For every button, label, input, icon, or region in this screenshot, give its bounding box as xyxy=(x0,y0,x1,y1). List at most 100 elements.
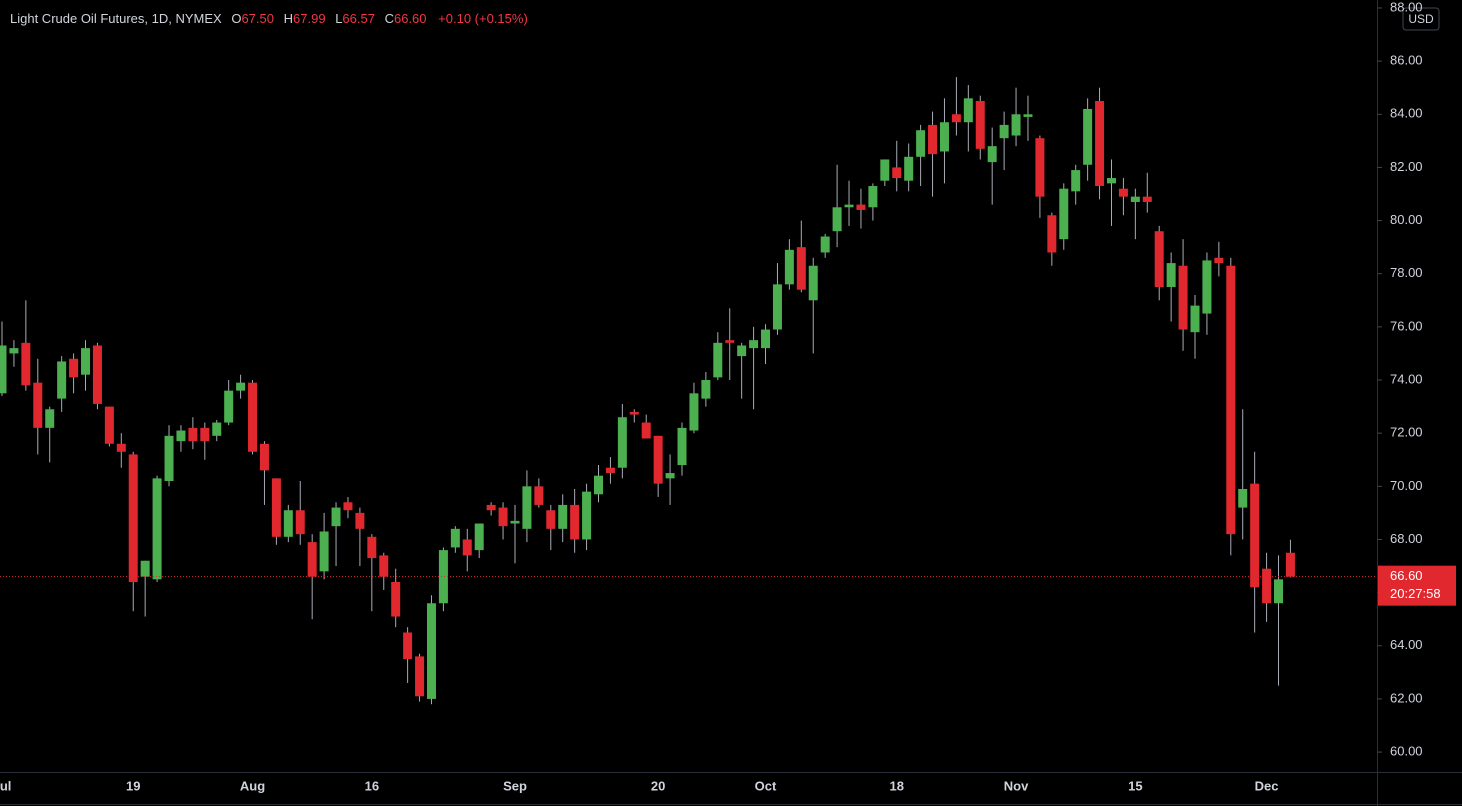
candle-body xyxy=(379,555,389,577)
candle-body xyxy=(1106,178,1116,184)
symbol-title: Light Crude Oil Futures, 1D, NYMEX xyxy=(10,11,222,26)
candle-body xyxy=(1262,568,1272,604)
candle-body xyxy=(1059,188,1069,240)
candle-body xyxy=(343,502,353,511)
candle-body xyxy=(534,486,544,505)
countdown: 20:27:58 xyxy=(1390,586,1441,601)
x-tick-label: Jul xyxy=(0,778,11,793)
candle-body xyxy=(57,361,67,399)
candle-body xyxy=(1023,114,1033,117)
candle-body xyxy=(474,523,484,551)
candle-body xyxy=(176,430,186,442)
y-tick-label: 82.00 xyxy=(1390,159,1423,174)
candle-body xyxy=(295,510,305,535)
candle-body xyxy=(212,422,222,436)
y-tick-label: 68.00 xyxy=(1390,531,1423,546)
candle-body xyxy=(689,393,699,431)
candle-body xyxy=(808,265,818,301)
candle-body xyxy=(617,417,627,468)
candle-body xyxy=(81,348,91,375)
candle-body xyxy=(1011,114,1021,136)
candle-body xyxy=(391,581,401,617)
candle-body xyxy=(832,207,842,232)
candle-body xyxy=(820,236,830,253)
candle-body xyxy=(558,504,568,529)
candle-body xyxy=(271,478,281,537)
candle-body xyxy=(403,632,413,660)
candle-body xyxy=(951,114,961,123)
candle-body xyxy=(641,422,651,439)
open-key: O xyxy=(231,11,242,26)
y-tick-label: 78.00 xyxy=(1390,265,1423,280)
y-tick-label: 76.00 xyxy=(1390,318,1423,333)
candle-body xyxy=(355,512,365,529)
candle-body xyxy=(737,345,747,357)
x-tick-label: 16 xyxy=(365,778,379,793)
low-value: 66.57 xyxy=(342,11,375,26)
legend: Light Crude Oil Futures, 1D, NYMEX O67.5… xyxy=(10,11,528,26)
high-value: 67.99 xyxy=(293,11,326,26)
candle-body xyxy=(331,507,341,527)
x-tick-label: Oct xyxy=(755,778,777,793)
candle-body xyxy=(1285,552,1295,577)
candle-body xyxy=(546,510,556,529)
candle-body xyxy=(665,473,675,479)
x-tick-label: Sep xyxy=(503,778,527,793)
x-tick-label: 15 xyxy=(1128,778,1142,793)
candle-body xyxy=(1274,579,1284,604)
candle-body xyxy=(200,427,210,442)
open-value: 67.50 xyxy=(241,11,274,26)
y-tick-label: 84.00 xyxy=(1390,106,1423,121)
candle-body xyxy=(450,528,460,548)
candle-body xyxy=(1250,483,1260,588)
candle-body xyxy=(713,342,723,378)
candle-body xyxy=(1118,188,1128,197)
candle-body xyxy=(1238,488,1248,508)
candle-body xyxy=(128,454,138,582)
y-tick-label: 62.00 xyxy=(1390,690,1423,705)
y-tick-label: 80.00 xyxy=(1390,212,1423,227)
candle-body xyxy=(701,380,711,399)
candle-body xyxy=(1047,215,1057,253)
candle-body xyxy=(880,159,890,181)
candle-body xyxy=(307,542,317,577)
candle-body xyxy=(486,504,496,511)
candle-body xyxy=(725,340,735,343)
candle-body xyxy=(784,249,794,285)
candle-body xyxy=(152,478,162,580)
currency-badge[interactable] xyxy=(1402,7,1440,31)
last-price-badge xyxy=(1378,565,1456,606)
candle-body xyxy=(1214,257,1224,264)
x-tick-label: 20 xyxy=(651,778,665,793)
candle-body xyxy=(367,536,377,559)
candle-body xyxy=(426,603,436,699)
candle-body xyxy=(92,345,102,404)
candle-body xyxy=(498,507,508,527)
candle-body xyxy=(1071,170,1081,192)
candle-body xyxy=(796,247,806,290)
currency[interactable]: USD xyxy=(1408,12,1434,26)
candle-body xyxy=(45,409,55,428)
x-tick-label: Aug xyxy=(240,778,265,793)
y-tick-label: 64.00 xyxy=(1390,637,1423,652)
candle-body xyxy=(9,348,19,354)
candle-body xyxy=(570,504,580,540)
candle-body xyxy=(236,382,246,391)
candle-body xyxy=(104,406,114,444)
candle-body xyxy=(677,427,687,466)
candle-body xyxy=(1154,231,1164,288)
candle-body xyxy=(1083,108,1093,165)
y-tick-label: 60.00 xyxy=(1390,744,1423,759)
candle-body xyxy=(188,427,198,442)
candle-body xyxy=(462,539,472,556)
candle-body xyxy=(510,520,520,524)
candle-body xyxy=(1190,305,1200,333)
candle-body xyxy=(21,342,31,386)
candle-body xyxy=(605,467,615,474)
candle-body xyxy=(653,435,663,484)
y-tick-label: 72.00 xyxy=(1390,425,1423,440)
last-price-label: 66.60 xyxy=(1390,568,1423,583)
candle-body xyxy=(415,656,425,697)
